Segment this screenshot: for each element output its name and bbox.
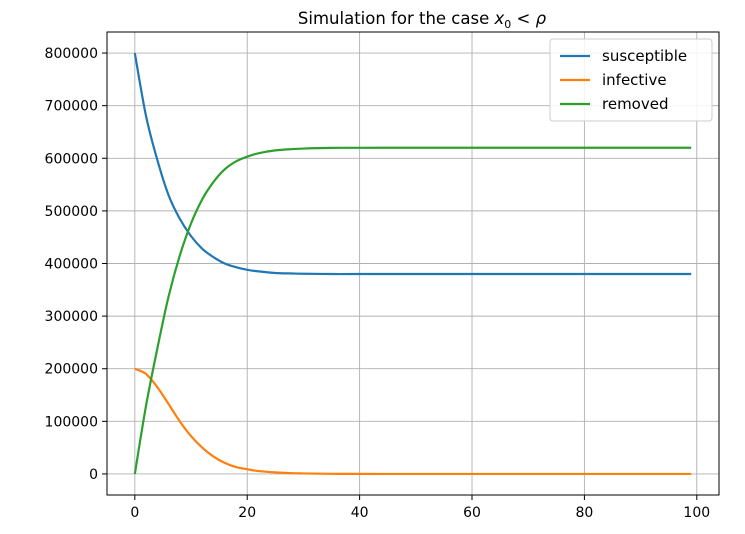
- series-line-removed: [133, 146, 692, 475]
- y-tick-label: 400000: [45, 257, 98, 273]
- x-tick-label: 60: [463, 505, 481, 521]
- x-tick-label: 100: [683, 505, 710, 521]
- y-tick-label: 0: [89, 467, 98, 483]
- legend: susceptible infective removed: [549, 38, 713, 122]
- x-tick-label: 0: [130, 505, 139, 521]
- y-tick-label: 300000: [45, 309, 98, 325]
- y-tick-label: 500000: [45, 204, 98, 220]
- x-tick-label: 40: [351, 505, 369, 521]
- series-line-susceptible: [133, 52, 692, 276]
- legend-label-removed: removed: [602, 95, 668, 113]
- axis-ticks: 0 20 40 60 80 100 0 100000 200000 300000 400000 500…: [45, 46, 711, 521]
- y-tick-label: 100000: [45, 414, 98, 430]
- y-tick-label: 800000: [45, 46, 98, 62]
- legend-label-susceptible: susceptible: [602, 47, 687, 65]
- chart-title: Simulation for the case x0 < ρ: [298, 9, 547, 31]
- y-tick-label: 600000: [45, 151, 98, 167]
- y-tick-label: 200000: [45, 362, 98, 378]
- x-tick-label: 80: [575, 505, 593, 521]
- legend-box: [549, 38, 713, 122]
- series-line-infective: [134, 367, 692, 476]
- legend-label-infective: infective: [602, 71, 667, 89]
- y-tick-label: 700000: [45, 99, 98, 115]
- x-tick-label: 20: [238, 505, 256, 521]
- series-lines: [133, 52, 692, 476]
